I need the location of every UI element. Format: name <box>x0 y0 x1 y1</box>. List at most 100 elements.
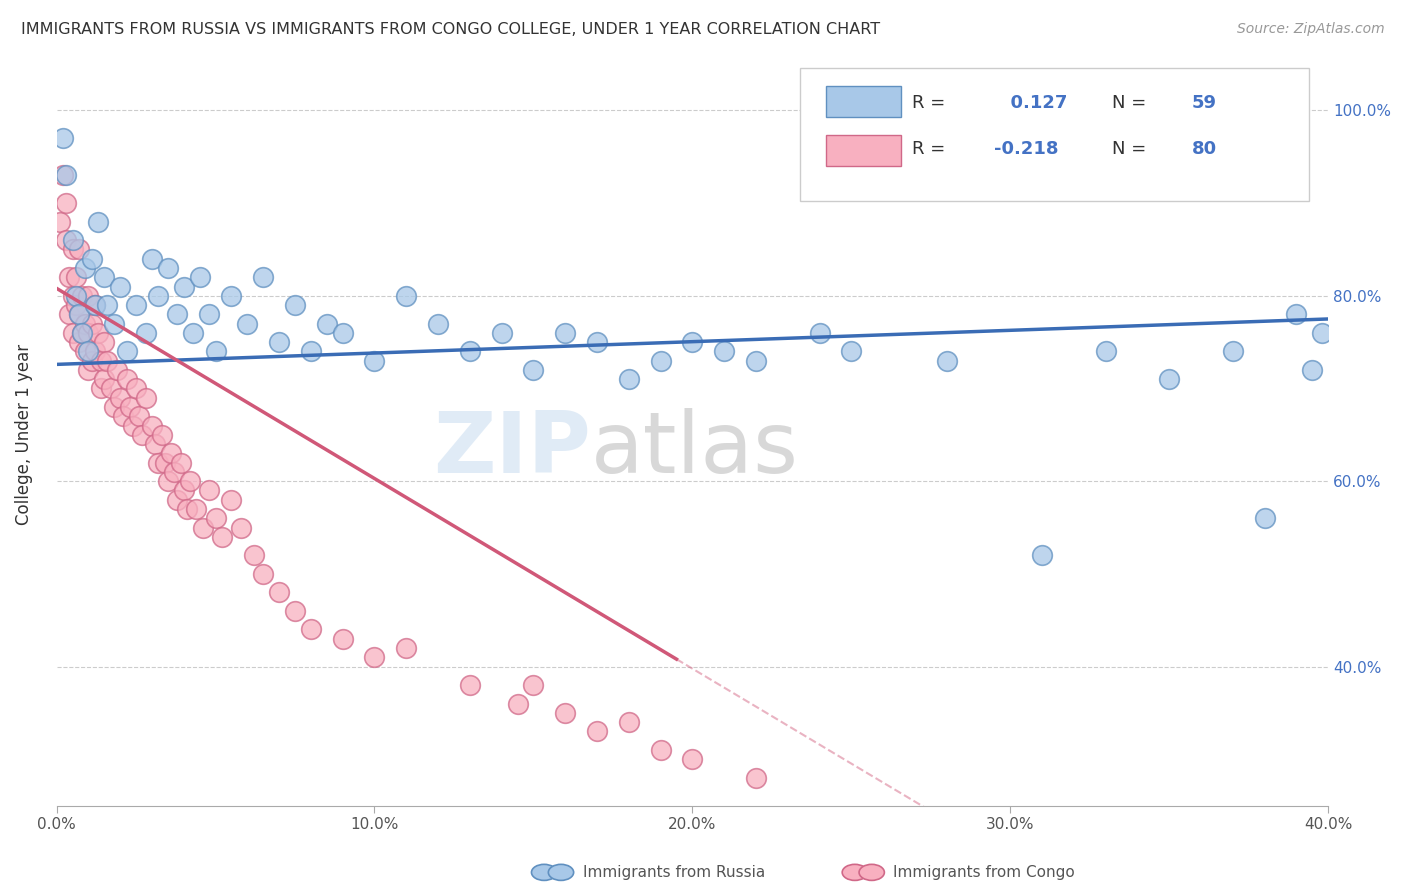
Point <box>269 335 291 350</box>
Text: Immigrants from Congo: Immigrants from Congo <box>893 865 1074 880</box>
Point <box>55 233 77 247</box>
Y-axis label: College, Under 1 year: College, Under 1 year <box>15 344 32 525</box>
Point <box>166 307 188 321</box>
Point <box>1253 511 1275 525</box>
Point <box>83 298 105 312</box>
Point <box>153 456 176 470</box>
Point <box>156 474 179 488</box>
Point <box>49 214 72 228</box>
Point <box>169 456 191 470</box>
Point <box>173 483 195 498</box>
Point <box>112 409 135 424</box>
Point <box>491 326 513 340</box>
Point <box>179 474 201 488</box>
Point <box>427 317 450 331</box>
Text: 0.127: 0.127 <box>997 95 1067 112</box>
Point <box>67 243 90 257</box>
Point <box>83 298 105 312</box>
Point <box>65 289 87 303</box>
Point <box>839 344 862 359</box>
Point <box>173 279 195 293</box>
Point <box>52 131 75 145</box>
Point <box>135 391 157 405</box>
Point <box>1301 363 1323 377</box>
Point <box>745 771 768 785</box>
Point <box>681 335 703 350</box>
Point <box>395 640 418 655</box>
Point <box>70 326 93 340</box>
Point <box>75 317 97 331</box>
Point <box>131 427 153 442</box>
Point <box>83 344 105 359</box>
Point <box>96 353 118 368</box>
Point <box>252 566 274 581</box>
Point <box>522 678 544 692</box>
Point <box>125 382 148 396</box>
Point <box>90 382 112 396</box>
FancyBboxPatch shape <box>825 135 901 166</box>
Point <box>1285 307 1308 321</box>
Point <box>808 326 831 340</box>
Point <box>143 437 166 451</box>
Point <box>554 706 576 720</box>
Point <box>458 344 481 359</box>
Point <box>70 326 93 340</box>
Point <box>108 391 131 405</box>
Point <box>148 456 170 470</box>
Point <box>62 243 84 257</box>
Point <box>80 317 103 331</box>
Point <box>363 650 385 665</box>
FancyBboxPatch shape <box>825 87 901 118</box>
Point <box>58 270 80 285</box>
Text: N =: N = <box>1112 140 1152 159</box>
Text: IMMIGRANTS FROM RUSSIA VS IMMIGRANTS FROM CONGO COLLEGE, UNDER 1 YEAR CORRELATIO: IMMIGRANTS FROM RUSSIA VS IMMIGRANTS FRO… <box>21 22 880 37</box>
Point <box>122 418 145 433</box>
Point <box>299 344 322 359</box>
Point <box>242 549 264 563</box>
Point <box>108 279 131 293</box>
Text: ZIP: ZIP <box>433 409 591 491</box>
Point <box>269 585 291 599</box>
Point <box>90 353 112 368</box>
Point <box>75 344 97 359</box>
Point <box>745 353 768 368</box>
Point <box>204 344 226 359</box>
Point <box>93 270 115 285</box>
Text: 59: 59 <box>1192 95 1218 112</box>
Point <box>586 335 609 350</box>
Text: -0.218: -0.218 <box>994 140 1059 159</box>
Point <box>554 326 576 340</box>
Point <box>67 307 90 321</box>
Point <box>135 326 157 340</box>
Point <box>52 169 75 183</box>
Text: R =: R = <box>912 140 952 159</box>
Point <box>204 511 226 525</box>
Point <box>650 353 672 368</box>
Point <box>617 715 640 730</box>
Point <box>70 289 93 303</box>
Point <box>141 252 163 266</box>
Point <box>284 604 307 618</box>
Point <box>681 752 703 766</box>
Point <box>166 492 188 507</box>
Point <box>506 697 529 711</box>
Point <box>188 270 211 285</box>
Point <box>156 260 179 275</box>
Point <box>87 326 110 340</box>
Text: 80: 80 <box>1192 140 1218 159</box>
Point <box>236 317 259 331</box>
Point <box>163 465 186 479</box>
Text: R =: R = <box>912 95 952 112</box>
Point <box>150 427 173 442</box>
Point <box>332 326 354 340</box>
Point <box>586 724 609 739</box>
Point <box>1222 344 1244 359</box>
Point <box>458 678 481 692</box>
Text: Source: ZipAtlas.com: Source: ZipAtlas.com <box>1237 22 1385 37</box>
Point <box>93 335 115 350</box>
Point <box>115 372 138 386</box>
Point <box>284 298 307 312</box>
Point <box>221 492 243 507</box>
Point <box>55 169 77 183</box>
Point <box>198 307 221 321</box>
